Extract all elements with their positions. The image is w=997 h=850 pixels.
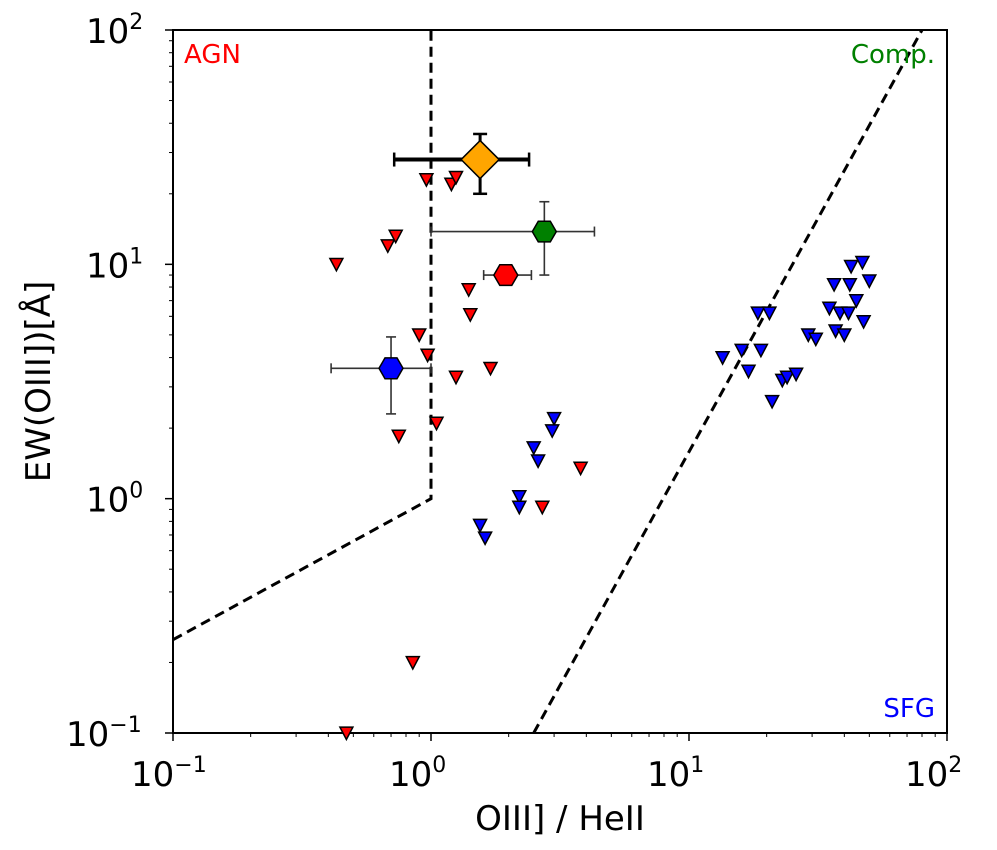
y-axis-label: EW(OIII])[Å] bbox=[18, 281, 59, 483]
sfg-upper-limit-marker bbox=[544, 424, 560, 439]
agn-upper-limit-marker bbox=[482, 361, 499, 377]
agn-upper-limit-marker bbox=[328, 257, 345, 273]
x-tick-label: 101 bbox=[647, 753, 704, 795]
sfg-upper-limit-marker bbox=[740, 364, 757, 380]
blue-hexagon-marker bbox=[378, 357, 404, 380]
sfg-upper-limit-marker bbox=[779, 370, 795, 386]
sfg-upper-limit-marker bbox=[525, 441, 542, 456]
agn-upper-limit-marker bbox=[338, 726, 355, 742]
agn-upper-limit-marker bbox=[419, 348, 436, 364]
x-tick-label: 10−1 bbox=[131, 753, 207, 795]
sfg-upper-limit-marker bbox=[714, 350, 731, 366]
sfg-upper-limit-marker bbox=[753, 343, 769, 359]
sfg-upper-limit-marker bbox=[477, 531, 493, 547]
agn-upper-limit-marker bbox=[428, 416, 445, 432]
sfg-upper-limit-marker bbox=[821, 301, 838, 317]
measurements bbox=[330, 132, 596, 415]
sfg-boundary-line bbox=[532, 29, 924, 734]
region-label-sfg: SFG bbox=[883, 694, 935, 724]
sfg-upper-limit-marker bbox=[836, 328, 853, 344]
agn-upper-limit-marker bbox=[387, 229, 404, 245]
red-hexagon-marker bbox=[492, 263, 519, 287]
sfg-upper-limit-marker bbox=[511, 490, 528, 505]
x-tick-label: 100 bbox=[389, 753, 446, 795]
plot-area bbox=[165, 29, 948, 742]
sfg-upper-limit-marker bbox=[840, 306, 857, 322]
agn-upper-limit-marker bbox=[411, 328, 427, 344]
y-tick-label: 100 bbox=[86, 479, 143, 521]
agn-upper-limit-marker bbox=[572, 461, 589, 477]
sfg-upper-limit-marker bbox=[750, 306, 766, 322]
agn-upper-limit-marker bbox=[405, 655, 421, 671]
agn-upper-limit-marker bbox=[418, 172, 435, 188]
plot-frame bbox=[172, 29, 948, 734]
sfg-upper-limit-marker bbox=[826, 277, 842, 293]
sfg-upper-limit-marker bbox=[808, 332, 824, 348]
agn-boundary-line bbox=[172, 30, 433, 642]
agn-upper-limit-marker bbox=[448, 370, 464, 386]
sfg-upper-limit-marker bbox=[788, 367, 804, 383]
dividing-lines bbox=[172, 29, 924, 734]
y-tick-label: 101 bbox=[86, 244, 143, 286]
sfg-upper-limit-marker bbox=[861, 274, 878, 290]
region-label-agn: AGN bbox=[184, 40, 241, 70]
agn-upper-limit-marker bbox=[462, 308, 479, 323]
sfg-upper-limit-marker bbox=[764, 394, 780, 410]
agn-upper-limit-marker bbox=[380, 239, 396, 254]
agn-upper-limit-marker bbox=[534, 500, 551, 516]
sfg-upper-limit-marker bbox=[530, 454, 546, 470]
sfg-upper-limit-marker bbox=[855, 314, 872, 330]
sfg-upper-limit-marker bbox=[511, 500, 528, 516]
sfg-upper-limit-marker bbox=[843, 259, 859, 275]
data-markers bbox=[328, 170, 878, 742]
sfg-upper-limit-marker bbox=[472, 518, 488, 534]
green-hexagon-marker bbox=[531, 220, 558, 243]
y-tick-label: 10−1 bbox=[66, 713, 142, 755]
agn-upper-limit-marker bbox=[460, 283, 477, 298]
x-axis-label: OIII] / HeII bbox=[475, 799, 645, 839]
sfg-upper-limit-marker bbox=[733, 343, 750, 359]
y-tick-label: 102 bbox=[86, 10, 143, 52]
x-tick-label: 102 bbox=[905, 753, 962, 795]
sfg-upper-limit-marker bbox=[546, 411, 562, 427]
sfg-upper-limit-marker bbox=[848, 294, 865, 309]
region-label-comp: Comp. bbox=[851, 40, 935, 70]
sfg-upper-limit-marker bbox=[842, 277, 858, 293]
agn-upper-limit-marker bbox=[391, 429, 407, 445]
sfg-upper-limit-marker bbox=[854, 255, 871, 271]
agn-upper-limit-marker bbox=[448, 170, 464, 186]
axis-ticks bbox=[165, 29, 948, 741]
sfg-upper-limit-marker bbox=[761, 306, 778, 322]
orange-diamond-marker bbox=[460, 139, 501, 180]
